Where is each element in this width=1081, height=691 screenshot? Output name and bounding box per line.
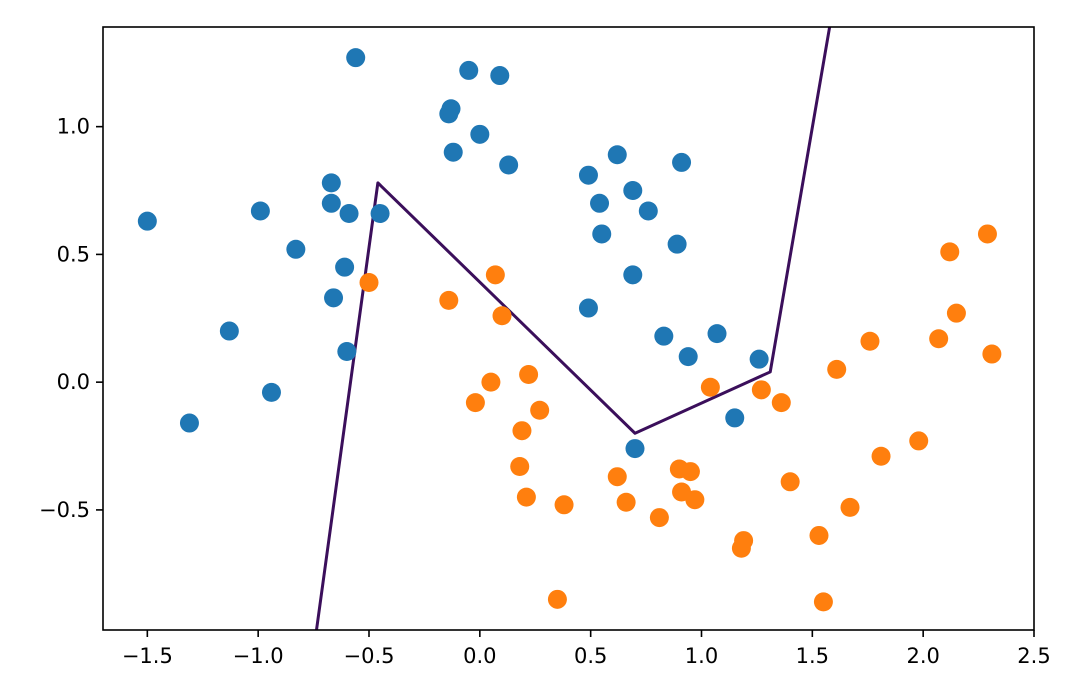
scatter-point-series-1 — [359, 273, 379, 293]
scatter-point-series-0 — [578, 298, 598, 318]
x-tick-label: −1.0 — [233, 644, 284, 668]
scatter-point-series-0 — [499, 155, 519, 175]
x-tick-label: 2.5 — [1017, 644, 1050, 668]
scatter-point-series-1 — [827, 359, 847, 379]
y-tick-label: 0.5 — [57, 242, 90, 266]
scatter-point-series-0 — [578, 165, 598, 185]
scatter-point-series-1 — [771, 393, 791, 413]
x-tick-label: 2.0 — [906, 644, 939, 668]
scatter-point-series-1 — [977, 224, 997, 244]
scatter-point-series-0 — [592, 224, 612, 244]
scatter-point-series-0 — [625, 439, 645, 459]
scatter-point-series-0 — [261, 382, 281, 402]
scatter-point-series-1 — [510, 456, 530, 476]
scatter-point-series-1 — [860, 331, 880, 351]
axes-frame — [102, 26, 1035, 631]
scatter-point-series-0 — [321, 193, 341, 213]
scatter-point-series-0 — [179, 413, 199, 433]
scatter-point-series-0 — [678, 347, 698, 367]
scatter-point-series-0 — [346, 48, 366, 68]
scatter-point-series-0 — [667, 234, 687, 254]
scatter-point-series-1 — [929, 329, 949, 349]
scatter-point-series-0 — [321, 173, 341, 193]
x-tick-label: 1.0 — [685, 644, 718, 668]
scatter-point-series-0 — [749, 349, 769, 369]
x-tick-label: 0.0 — [463, 644, 496, 668]
scatter-point-series-0 — [337, 341, 357, 361]
scatter-point-series-0 — [725, 408, 745, 428]
decision-boundary-line — [314, 27, 832, 630]
scatter-point-series-0 — [286, 239, 306, 259]
scatter-point-series-0 — [623, 181, 643, 201]
scatter-point-series-1 — [685, 490, 705, 510]
scatter-point-series-1 — [700, 377, 720, 397]
scatter-point-series-1 — [982, 344, 1002, 364]
scatter-point-series-0 — [370, 204, 390, 224]
scatter-point-series-1 — [909, 431, 929, 451]
scatter-point-series-0 — [672, 152, 692, 172]
scatter-point-series-1 — [680, 462, 700, 482]
scatter-point-series-0 — [707, 324, 727, 344]
x-tick-label: −1.5 — [122, 644, 173, 668]
scatter-point-series-1 — [492, 306, 512, 326]
scatter-point-series-1 — [547, 589, 567, 609]
scatter-point-series-1 — [516, 487, 536, 507]
scatter-point-series-0 — [137, 211, 157, 231]
scatter-point-series-0 — [324, 288, 344, 308]
scatter-point-series-0 — [441, 99, 461, 119]
scatter-point-series-0 — [490, 66, 510, 86]
scatter-point-series-0 — [654, 326, 674, 346]
scatter-point-series-1 — [780, 472, 800, 492]
scatter-point-series-1 — [649, 508, 669, 528]
y-tick-label: 1.0 — [57, 115, 90, 139]
x-tick-label: 1.5 — [796, 644, 829, 668]
scatter-point-series-0 — [219, 321, 239, 341]
scatter-point-series-1 — [607, 467, 627, 487]
y-tick-label: 0.0 — [57, 370, 90, 394]
scatter-point-series-1 — [840, 497, 860, 517]
scatter-point-series-0 — [607, 145, 627, 165]
scatter-point-series-1 — [439, 290, 459, 310]
scatter-point-series-1 — [813, 592, 833, 612]
scatter-point-series-0 — [623, 265, 643, 285]
scatter-point-series-0 — [250, 201, 270, 221]
scatter-point-series-0 — [638, 201, 658, 221]
scatter-point-series-1 — [519, 364, 539, 384]
scatter-point-series-0 — [470, 124, 490, 144]
scatter-point-series-0 — [590, 193, 610, 213]
scatter-point-series-0 — [459, 60, 479, 80]
scatter-point-series-1 — [465, 393, 485, 413]
scatter-point-series-0 — [339, 204, 359, 224]
scatter-point-series-0 — [443, 142, 463, 162]
scatter-point-series-1 — [940, 242, 960, 262]
scatter-point-series-1 — [512, 421, 532, 441]
y-tick-label: −0.5 — [39, 498, 90, 522]
scatter-point-series-1 — [751, 380, 771, 400]
scatter-point-series-1 — [485, 265, 505, 285]
scatter-point-series-0 — [335, 257, 355, 277]
x-tick-label: 0.5 — [574, 644, 607, 668]
x-tick-label: −0.5 — [344, 644, 395, 668]
scatter-point-series-1 — [946, 303, 966, 323]
scatter-point-series-1 — [530, 400, 550, 420]
scatter-point-series-1 — [734, 531, 754, 551]
scatter-point-series-1 — [809, 525, 829, 545]
scatter-point-series-1 — [481, 372, 501, 392]
scatter-point-series-1 — [871, 446, 891, 466]
scatter-point-series-1 — [616, 492, 636, 512]
scatter-point-series-1 — [554, 495, 574, 515]
